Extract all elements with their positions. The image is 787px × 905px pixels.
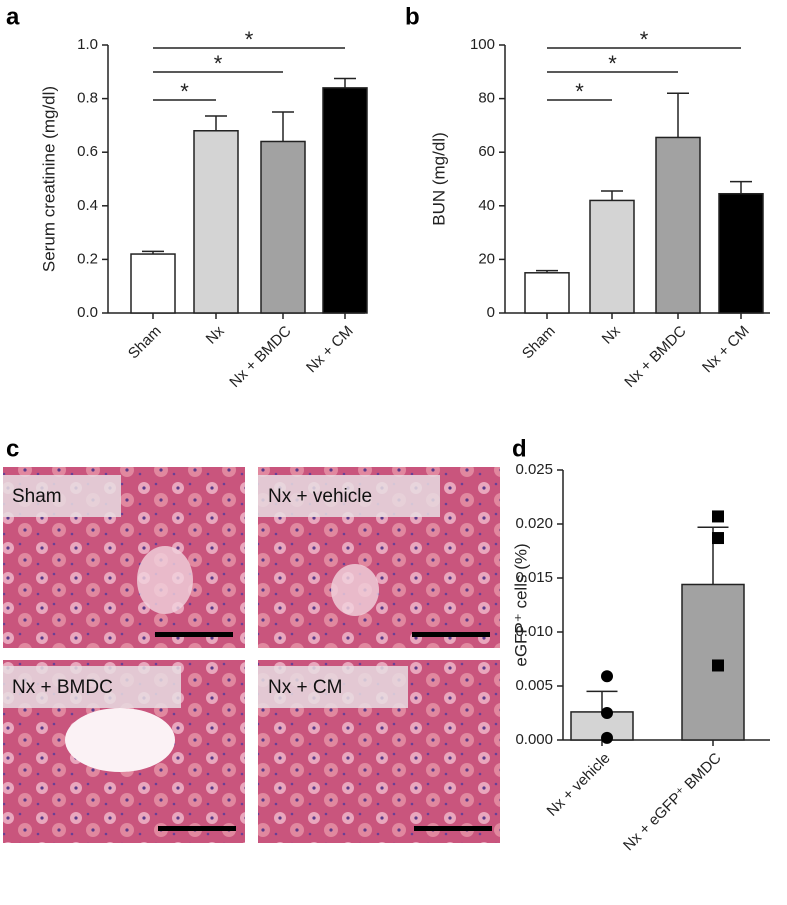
micrograph-label: Nx + CM	[268, 677, 342, 698]
micrograph-label: Nx + BMDC	[12, 677, 113, 698]
bar	[655, 136, 701, 314]
y-tick-label: 0.010	[515, 623, 553, 640]
y-tick-label: 1.0	[77, 36, 98, 53]
data-point	[712, 659, 724, 672]
bar	[589, 199, 635, 314]
data-point	[712, 510, 724, 523]
x-tick-label: Nx	[599, 322, 624, 347]
y-tick-label: 0.4	[77, 197, 98, 214]
significance-label: *	[214, 51, 223, 76]
bar	[322, 87, 368, 314]
y-tick-label: 100	[470, 36, 495, 53]
panel-label: b	[405, 3, 420, 30]
x-tick-label: Nx + CM	[303, 323, 357, 377]
x-tick-label: Nx + BMDC	[621, 322, 689, 390]
y-tick-label: 0.015	[515, 569, 553, 586]
significance-label: *	[180, 79, 189, 104]
panel-label: d	[512, 435, 527, 462]
y-tick-label: 0.005	[515, 677, 553, 694]
y-tick-label: 0.020	[515, 515, 553, 532]
bar	[260, 140, 306, 314]
y-tick-label: 20	[478, 250, 495, 267]
significance-label: *	[608, 51, 617, 76]
y-tick-label: 80	[478, 90, 495, 107]
y-tick-label: 0.2	[77, 250, 98, 267]
data-point	[601, 670, 613, 683]
x-tick-label: Nx + CM	[699, 323, 753, 377]
scale-bar	[414, 826, 492, 831]
y-tick-label: 0	[487, 304, 495, 321]
scale-bar	[412, 632, 490, 637]
micrograph-label: Nx + vehicle	[268, 486, 372, 507]
x-tick-label: Nx + BMDC	[226, 322, 294, 390]
y-axis-label: eGFP⁺ cells (%)	[511, 543, 530, 666]
micrograph-panel: c Sham Nx + vehicle Nx + BMDC Nx + CM	[3, 435, 500, 843]
y-axis-label: Serum creatinine (mg/dl)	[39, 86, 58, 272]
panel-label: c	[6, 435, 19, 462]
x-tick-label: Sham	[519, 323, 559, 363]
data-point	[712, 532, 724, 545]
significance-label: *	[575, 79, 584, 104]
micrograph-label: Sham	[12, 486, 62, 507]
y-tick-label: 40	[478, 197, 495, 214]
significance-label: *	[245, 27, 254, 52]
significance-label: *	[640, 27, 649, 52]
x-tick-label: Nx + eGFP⁺ BMDC	[620, 749, 725, 854]
y-tick-label: 60	[478, 143, 495, 160]
y-axis-label: BUN (mg/dl)	[429, 132, 448, 226]
x-tick-label: Sham	[125, 323, 165, 363]
panel-label: a	[6, 3, 20, 30]
scale-bar	[158, 826, 236, 831]
data-point	[601, 731, 613, 744]
bar	[718, 192, 764, 314]
bar	[193, 130, 239, 314]
bar	[130, 253, 176, 314]
scale-bar	[155, 632, 233, 637]
data-point	[601, 707, 613, 719]
y-tick-label: 0.6	[77, 143, 98, 160]
y-tick-label: 0.000	[515, 731, 553, 748]
y-tick-label: 0.025	[515, 461, 553, 478]
y-tick-label: 0.0	[77, 304, 98, 321]
x-tick-label: Nx	[203, 322, 228, 347]
bar	[524, 272, 570, 314]
y-tick-label: 0.8	[77, 90, 98, 107]
x-tick-label: Nx + vehicle	[544, 750, 614, 820]
